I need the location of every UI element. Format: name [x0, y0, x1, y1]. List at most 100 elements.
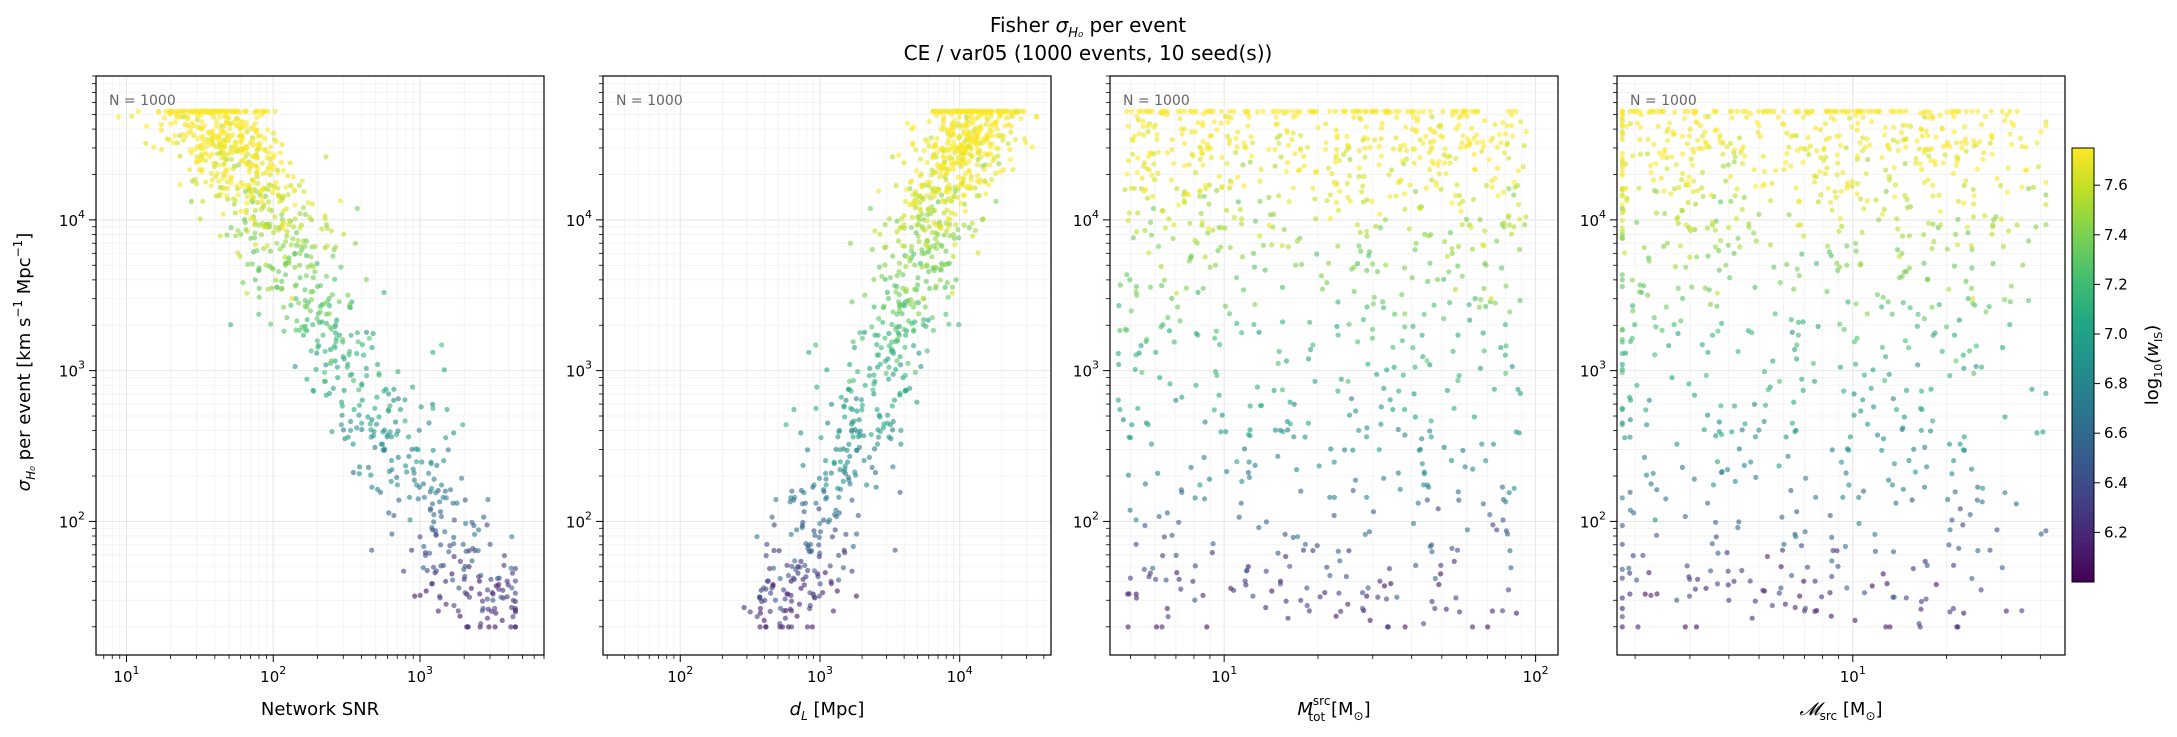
data-point	[228, 180, 234, 186]
data-point	[262, 224, 268, 230]
data-point	[961, 222, 967, 228]
data-point	[1359, 605, 1366, 611]
data-point	[1348, 396, 1355, 402]
data-point	[1929, 246, 1935, 252]
data-point	[1202, 496, 1208, 502]
grid	[96, 75, 545, 655]
data-point	[1452, 192, 1458, 198]
data-point	[304, 317, 310, 323]
data-point	[767, 608, 773, 615]
data-point	[1879, 447, 1885, 453]
data-point	[1282, 531, 1288, 537]
colorbar-label: log10(wIS)	[2142, 325, 2165, 405]
data-point	[1989, 231, 1995, 237]
data-point	[240, 280, 246, 286]
data-point	[1873, 197, 1879, 203]
data-point	[1627, 591, 1633, 597]
data-point	[233, 116, 239, 123]
data-point	[298, 243, 304, 249]
data-point	[1669, 375, 1675, 381]
data-point	[933, 264, 939, 270]
data-point	[244, 145, 250, 151]
scatter-points	[741, 108, 1040, 630]
data-point	[1648, 169, 1654, 176]
data-point	[1336, 207, 1342, 213]
data-point	[1314, 251, 1320, 257]
data-point	[1883, 167, 1889, 173]
data-point	[1813, 260, 1820, 267]
data-point	[1900, 122, 1906, 128]
data-point	[1731, 250, 1737, 256]
data-point	[1937, 208, 1944, 214]
data-point	[1186, 162, 1192, 168]
data-point	[1126, 210, 1132, 216]
data-point	[275, 169, 281, 176]
data-point	[1682, 624, 1688, 630]
data-point	[822, 570, 828, 576]
data-point	[1687, 254, 1693, 260]
data-point	[920, 226, 926, 232]
data-point	[1511, 179, 1517, 185]
data-point	[1404, 156, 1410, 162]
x-tick-label: 103	[407, 664, 433, 686]
data-point	[270, 155, 276, 161]
x-tick-label: 102	[667, 664, 693, 686]
data-point	[1427, 108, 1434, 114]
data-point	[1951, 129, 1957, 135]
data-point	[1924, 464, 1930, 470]
data-point	[1960, 352, 1966, 358]
data-point	[244, 108, 250, 114]
data-point	[1777, 378, 1783, 384]
data-point	[1827, 590, 1833, 596]
data-point	[1844, 243, 1850, 249]
data-point	[410, 384, 416, 390]
data-point	[1271, 211, 1277, 217]
data-point	[1201, 193, 1207, 199]
data-point	[224, 193, 230, 199]
data-point	[1397, 143, 1404, 149]
data-point	[1501, 220, 1507, 226]
data-point	[1345, 378, 1351, 384]
data-point	[1379, 120, 1385, 126]
data-point	[1959, 140, 1965, 146]
data-point	[1272, 108, 1278, 114]
data-point	[1281, 227, 1287, 233]
data-point	[939, 243, 945, 249]
data-point	[1619, 405, 1625, 411]
data-point	[2025, 297, 2032, 304]
data-point	[1951, 562, 1957, 568]
data-point	[1622, 250, 1628, 256]
data-point	[942, 284, 948, 290]
data-point	[2038, 531, 2044, 537]
data-point	[239, 183, 245, 189]
y-tick-label: 104	[59, 208, 85, 230]
data-point	[1396, 388, 1402, 394]
data-point	[1852, 617, 1858, 624]
data-point	[447, 487, 454, 493]
data-point	[1656, 150, 1663, 156]
data-point	[1903, 136, 1909, 142]
data-point	[443, 578, 449, 584]
data-point	[265, 286, 271, 292]
data-point	[1152, 177, 1158, 183]
data-point	[1202, 419, 1208, 425]
data-point	[330, 385, 336, 391]
data-point	[1643, 407, 1649, 413]
data-point	[1808, 108, 1814, 114]
data-point	[255, 180, 261, 187]
data-point	[510, 614, 516, 620]
data-point	[1335, 243, 1341, 249]
data-point	[854, 447, 860, 453]
data-point	[789, 563, 795, 569]
data-point	[1446, 269, 1452, 275]
data-point	[1729, 115, 1735, 121]
data-point	[1947, 144, 1953, 150]
data-point	[1834, 260, 1840, 266]
data-point	[227, 134, 233, 140]
data-point	[1624, 197, 1630, 204]
data-point	[1354, 222, 1360, 228]
data-point	[1904, 205, 1910, 211]
data-point	[892, 547, 898, 553]
data-point	[1974, 497, 1980, 503]
data-point	[348, 418, 354, 425]
